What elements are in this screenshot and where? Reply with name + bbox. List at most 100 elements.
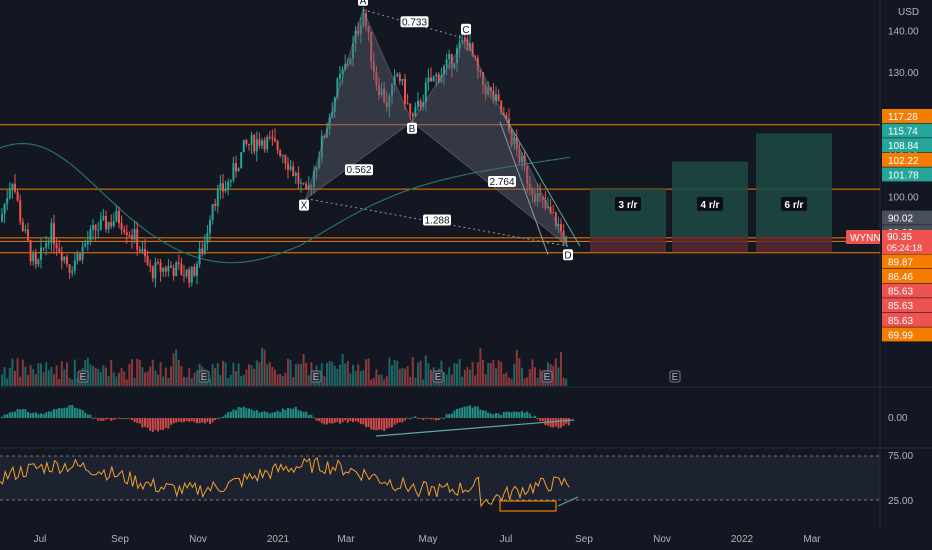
earnings-event-marker[interactable]: E [541, 370, 553, 383]
candle[interactable] [432, 75, 435, 82]
rr-loss-zone[interactable] [590, 236, 666, 253]
candle[interactable] [510, 128, 513, 148]
candle[interactable] [68, 264, 71, 280]
candle[interactable] [261, 137, 263, 149]
candle[interactable] [235, 155, 237, 178]
candle[interactable] [133, 220, 136, 244]
candle[interactable] [552, 204, 555, 214]
candle[interactable] [354, 25, 357, 52]
candle[interactable] [66, 254, 68, 268]
candle[interactable] [398, 72, 401, 85]
candle[interactable] [32, 250, 35, 266]
symbol-price-tag[interactable]: WYNN 90.35 05:24:18 [846, 230, 932, 254]
candle[interactable] [11, 183, 14, 199]
candle[interactable] [177, 254, 180, 270]
candle[interactable] [544, 191, 547, 211]
candle[interactable] [547, 197, 549, 209]
candle[interactable] [115, 204, 118, 223]
candle[interactable] [448, 49, 451, 70]
candle[interactable] [284, 154, 287, 170]
earnings-event-marker[interactable]: E [77, 370, 89, 383]
candle[interactable] [258, 132, 261, 149]
price-label[interactable]: 85.63 [882, 298, 932, 313]
candle[interactable] [24, 224, 27, 234]
candle[interactable] [42, 247, 45, 252]
candle[interactable] [375, 65, 378, 91]
candle[interactable] [307, 176, 310, 190]
candle[interactable] [515, 129, 518, 157]
candle[interactable] [453, 62, 456, 70]
trend-line-upper[interactable] [502, 113, 581, 247]
candle[interactable] [474, 54, 477, 61]
rr-loss-zone[interactable] [756, 236, 832, 253]
candle[interactable] [123, 225, 126, 235]
candle[interactable] [34, 248, 37, 269]
candle[interactable] [305, 181, 308, 190]
candle[interactable] [557, 216, 560, 234]
candle[interactable] [430, 67, 432, 82]
candle[interactable] [16, 188, 19, 203]
candle[interactable] [157, 258, 159, 265]
candle[interactable] [162, 267, 165, 277]
price-label[interactable]: 108.84 [882, 138, 932, 153]
candle[interactable] [560, 218, 562, 241]
candle[interactable] [469, 34, 471, 52]
candle[interactable] [193, 263, 196, 277]
candle[interactable] [333, 96, 336, 119]
candle[interactable] [404, 74, 406, 111]
price-label[interactable]: 69.99 [882, 327, 932, 342]
candle[interactable] [159, 258, 162, 282]
candle[interactable] [188, 266, 191, 288]
candle[interactable] [521, 152, 523, 170]
candle[interactable] [281, 154, 284, 164]
candle[interactable] [76, 250, 79, 265]
candle[interactable] [248, 143, 250, 151]
candle[interactable] [554, 211, 557, 230]
candle[interactable] [427, 68, 430, 92]
candle[interactable] [240, 152, 243, 169]
candle[interactable] [268, 130, 271, 141]
candle[interactable] [365, 9, 367, 32]
candle[interactable] [102, 209, 105, 222]
candle[interactable] [456, 44, 458, 73]
candle[interactable] [339, 66, 341, 88]
rsi-trend-line[interactable] [557, 496, 579, 507]
moving-average-line[interactable] [0, 142, 571, 264]
candle[interactable] [536, 183, 539, 207]
candle[interactable] [55, 236, 58, 256]
candle[interactable] [287, 157, 289, 179]
candle[interactable] [531, 186, 534, 203]
candle[interactable] [19, 194, 22, 226]
candle[interactable] [466, 35, 469, 51]
candle[interactable] [253, 133, 256, 155]
candle[interactable] [219, 174, 222, 199]
candle[interactable] [183, 265, 185, 283]
candle[interactable] [92, 219, 94, 240]
candle[interactable] [297, 166, 300, 190]
candle[interactable] [120, 215, 123, 235]
candle[interactable] [318, 151, 321, 170]
candle[interactable] [71, 266, 74, 277]
candle[interactable] [388, 93, 391, 118]
candle[interactable] [417, 92, 419, 111]
candle[interactable] [274, 128, 276, 143]
candle[interactable] [406, 93, 409, 105]
earnings-event-marker[interactable]: E [669, 370, 681, 383]
candle[interactable] [222, 173, 224, 199]
candle[interactable] [141, 241, 144, 255]
candle[interactable] [138, 246, 141, 254]
candle[interactable] [471, 41, 474, 58]
candle[interactable] [131, 228, 133, 249]
rsi-line[interactable] [0, 456, 570, 508]
candle[interactable] [367, 25, 370, 41]
candle[interactable] [419, 98, 422, 112]
candle[interactable] [84, 239, 87, 248]
price-label[interactable]: 85.63 [882, 312, 932, 327]
candle[interactable] [294, 170, 297, 185]
candle[interactable] [534, 189, 536, 206]
candle[interactable] [170, 261, 172, 268]
candle[interactable] [495, 86, 497, 106]
price-label[interactable]: 115.74 [882, 123, 932, 138]
candle[interactable] [154, 257, 157, 288]
candle[interactable] [435, 72, 438, 87]
